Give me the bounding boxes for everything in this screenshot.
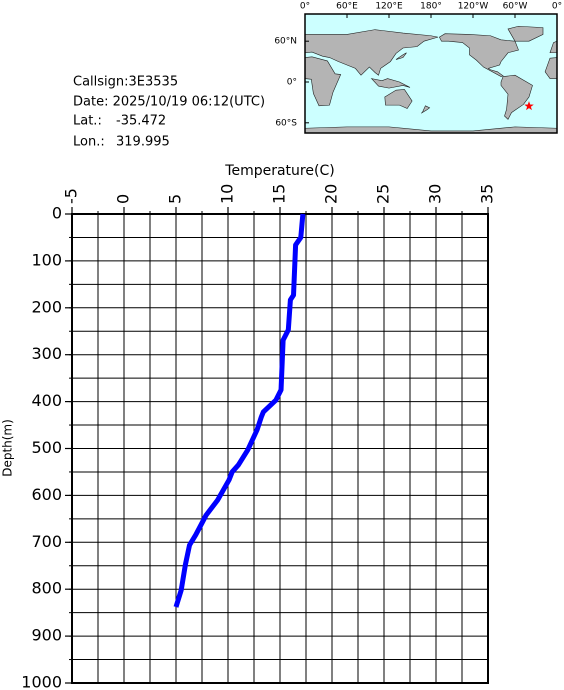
profile-line [173,213,306,608]
x-tick-label: 10 [218,184,237,204]
callsign: Callsign:3E3535 [73,75,178,90]
x-axis-title: Temperature(C) [224,163,334,179]
map-lon-label: 120°E [375,2,403,12]
lat-label: Lat.: [73,114,102,129]
y-tick-label: 700 [31,532,62,551]
map-lon-label: 120°W [458,2,489,12]
map-lon-label: 0° [552,2,562,12]
map-land [304,25,558,134]
map-lat-label: 60°N [274,37,297,47]
lat-value: -35.472 [116,114,166,129]
y-tick-label: 600 [31,485,62,504]
y-tick-label: 200 [31,297,62,316]
x-tick-label: 0 [114,194,133,204]
x-tick-label: 35 [478,184,497,204]
plot-frame [71,213,489,684]
y-tick-label: 900 [31,626,62,645]
land [420,105,431,114]
map-lon-label: 180° [420,2,442,12]
x-tick-label: 5 [166,194,185,204]
map-lon-label: 0° [300,2,310,12]
land [439,33,519,77]
map-lon-label: 60°E [336,2,358,12]
map-lon-label: 60°W [503,2,528,12]
x-tick-label: 20 [322,184,341,204]
y-tick-label: 100 [31,250,62,269]
y-axis-title: Depth(m) [1,419,15,477]
land [304,29,439,76]
land [370,78,411,89]
x-tick-label: 25 [374,184,393,204]
map-lat-label: 60°S [275,118,297,128]
location-star [524,101,534,111]
date: Date: 2025/10/19 06:12(UTC) [73,95,265,110]
y-tick-label: 300 [31,344,62,363]
y-tick-label: 800 [31,579,62,598]
x-tick-label: 15 [270,184,289,204]
y-tick-label: 0 [52,204,62,223]
y-tick-label: 400 [31,391,62,410]
y-tick-label: 1000 [21,673,62,690]
land [500,74,533,120]
land [304,56,342,107]
x-tick-label: 30 [426,184,445,204]
x-tick-label: -5 [62,188,81,204]
land [395,52,407,60]
lon-value: 319.995 [116,135,170,150]
y-tick-label: 500 [31,438,62,457]
land [384,89,413,109]
lon-label: Lon.: [73,135,105,150]
map-lat-label: 0° [287,78,297,88]
land [507,25,544,42]
